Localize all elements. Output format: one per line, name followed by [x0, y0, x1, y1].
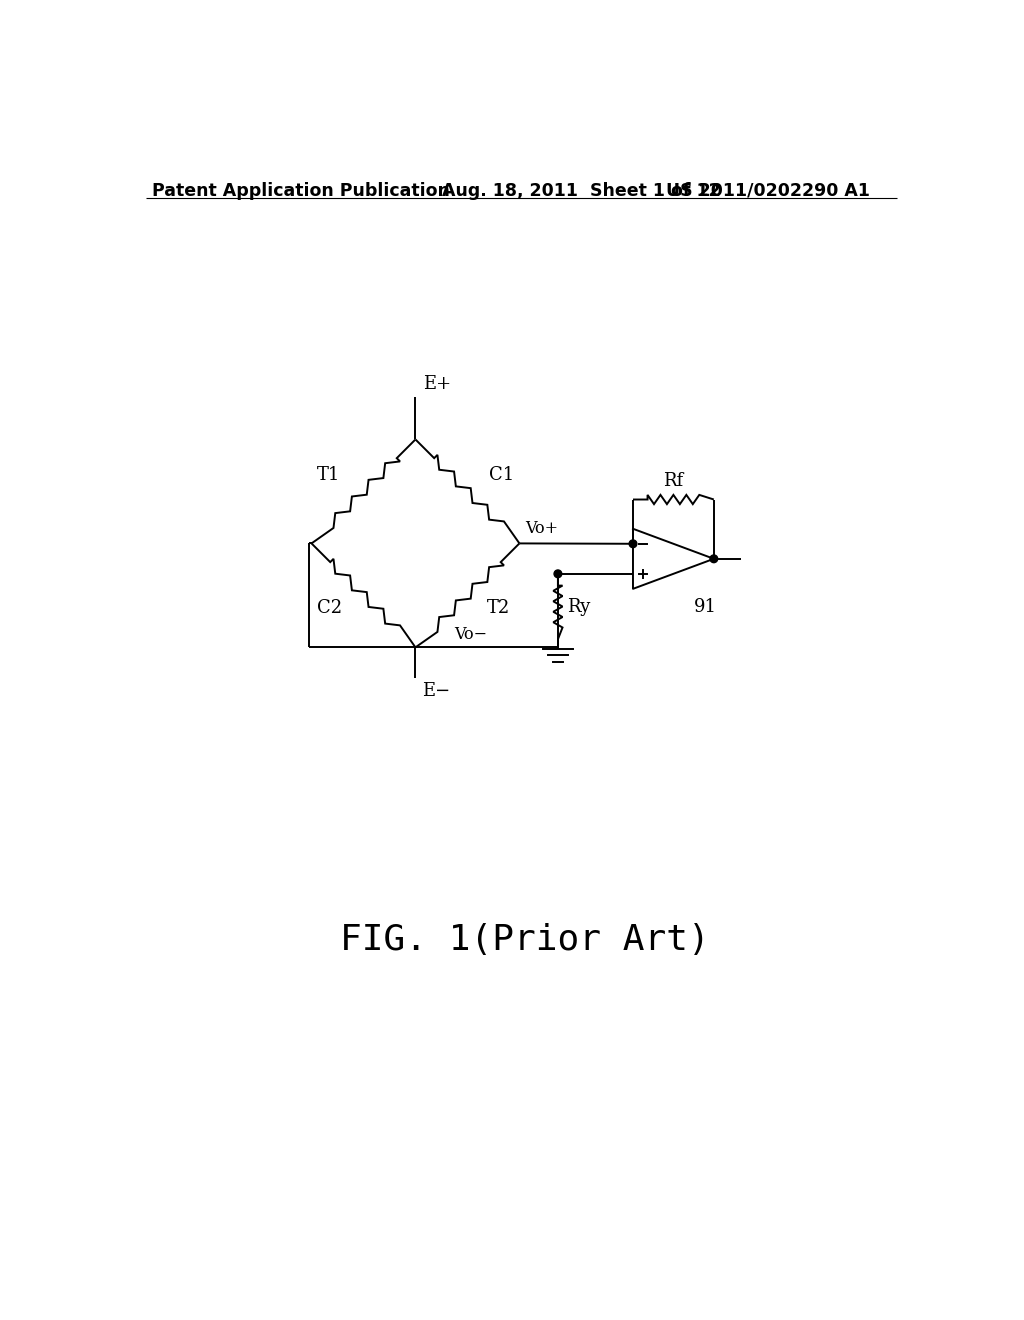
- Text: US 2011/0202290 A1: US 2011/0202290 A1: [666, 182, 869, 199]
- Text: C2: C2: [316, 599, 342, 618]
- Circle shape: [629, 540, 637, 548]
- Circle shape: [710, 554, 718, 562]
- Text: E−: E−: [422, 682, 450, 700]
- Text: Patent Application Publication: Patent Application Publication: [153, 182, 450, 199]
- Text: Vo+: Vo+: [525, 520, 559, 537]
- Text: T1: T1: [317, 466, 340, 483]
- Text: Ry: Ry: [567, 598, 591, 615]
- Text: Rf: Rf: [664, 473, 683, 490]
- Text: C1: C1: [489, 466, 514, 483]
- Text: T2: T2: [486, 599, 510, 618]
- Circle shape: [554, 570, 562, 578]
- Text: E+: E+: [423, 375, 452, 393]
- Text: Vo−: Vo−: [454, 626, 487, 643]
- Text: 91: 91: [694, 598, 717, 616]
- Text: FIG. 1(Prior Art): FIG. 1(Prior Art): [340, 923, 710, 957]
- Text: Aug. 18, 2011  Sheet 1 of 12: Aug. 18, 2011 Sheet 1 of 12: [442, 182, 721, 199]
